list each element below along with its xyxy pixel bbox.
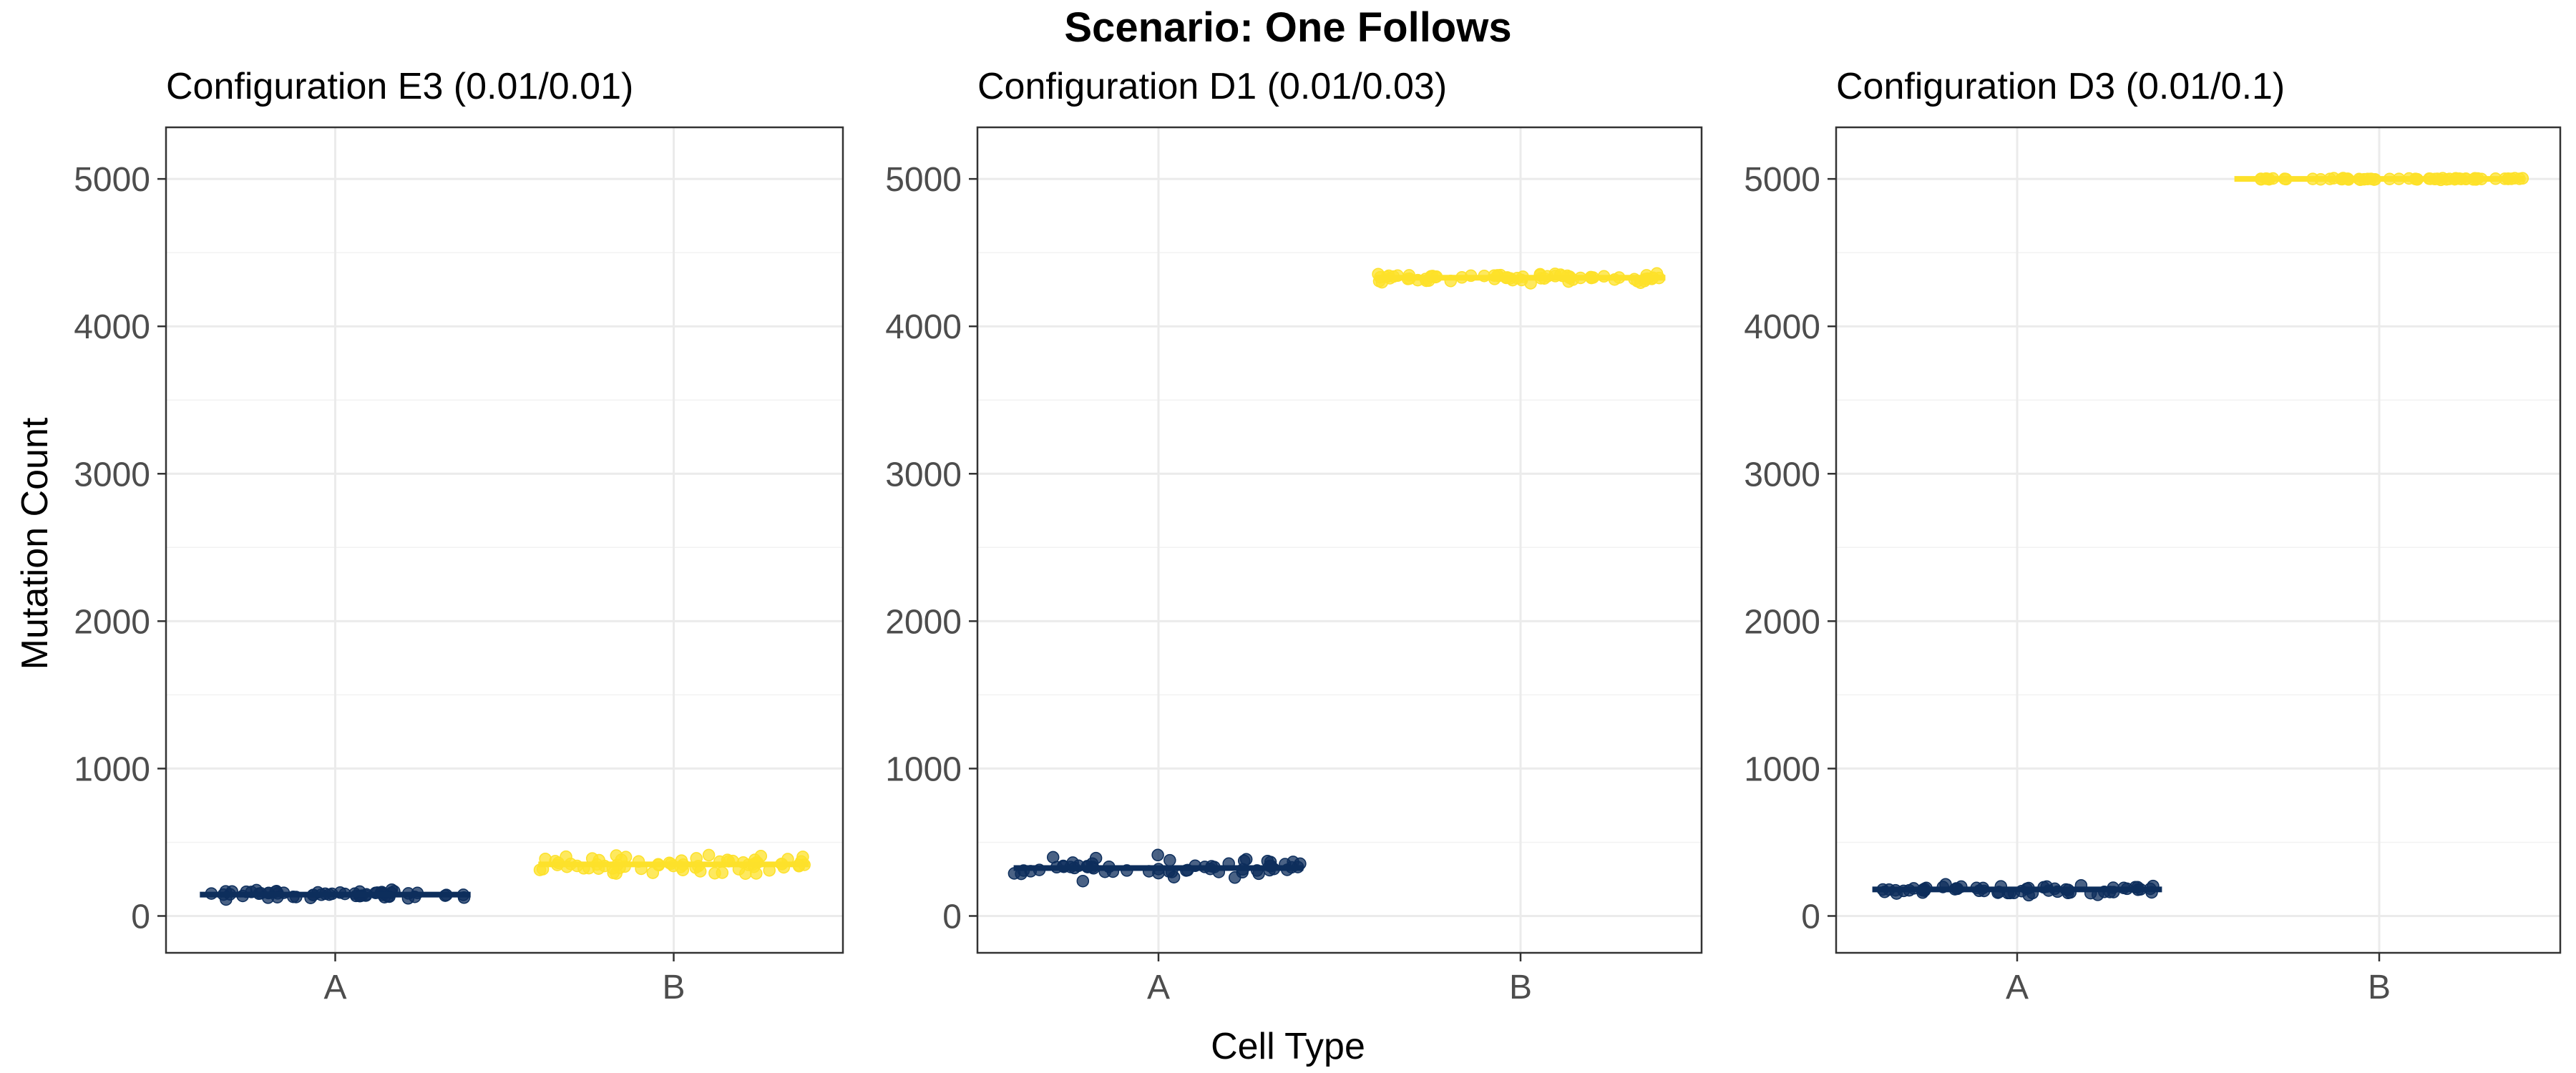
data-point: [1228, 871, 1241, 884]
panel-title: Configuration D3 (0.01/0.1): [1836, 66, 2285, 107]
y-tick-label: 4000: [74, 308, 150, 346]
data-point: [702, 848, 716, 862]
panel-border: [976, 126, 1703, 954]
y-tick-label: 2000: [74, 603, 150, 641]
y-tick-label: 3000: [885, 456, 962, 494]
x-tick-label: A: [2006, 969, 2029, 1006]
y-tick-label: 0: [131, 898, 150, 936]
y-tick-label: 5000: [885, 161, 962, 199]
data-point: [716, 866, 729, 879]
panel-title: Configuration D1 (0.01/0.03): [977, 66, 1447, 107]
x-axis-label: Cell Type: [1211, 1026, 1365, 1067]
data-point: [1076, 874, 1090, 888]
x-tick-label: A: [323, 969, 346, 1006]
series-B: [2234, 172, 2529, 187]
data-point: [1237, 854, 1251, 868]
y-tick-label: 2000: [1744, 603, 1820, 641]
y-tick-label: 2000: [885, 603, 962, 641]
y-tick-label: 3000: [74, 456, 150, 494]
y-tick-label: 4000: [885, 308, 962, 346]
series-A: [200, 883, 471, 906]
y-tick-label: 5000: [1744, 161, 1820, 199]
data-point: [1163, 853, 1176, 867]
figure-title: Scenario: One Follows: [1064, 4, 1511, 51]
y-tick-label: 0: [942, 898, 962, 936]
series-A: [1872, 878, 2162, 902]
series-A: [1008, 848, 1307, 888]
panels: Configuration E3 (0.01/0.01) 0 1000 2000 300…: [74, 66, 2562, 1006]
x-tick-label: B: [2368, 969, 2391, 1006]
panel-2: Configuration D1 (0.01/0.03) 0 1000 2000 300…: [885, 66, 1703, 1006]
x-tick-label: A: [1147, 969, 1170, 1006]
x-tick-label: B: [662, 969, 685, 1006]
y-tick-label: 1000: [74, 750, 150, 788]
panel-3: Configuration D3 (0.01/0.1) 0 1000 2000 3000…: [1744, 66, 2562, 1006]
panel-border: [1835, 126, 2562, 954]
data-point: [750, 867, 763, 880]
y-tick-label: 0: [1801, 898, 1820, 936]
x-tick-label: B: [1509, 969, 1532, 1006]
y-tick-label: 4000: [1744, 308, 1820, 346]
panel-border: [165, 126, 844, 954]
panel-1: Configuration E3 (0.01/0.01) 0 1000 2000 300…: [74, 66, 844, 1006]
series-B: [533, 848, 811, 880]
series-B: [1372, 267, 1666, 290]
y-tick-label: 3000: [1744, 456, 1820, 494]
y-tick-label: 1000: [1744, 750, 1820, 788]
y-tick-label: 5000: [74, 161, 150, 199]
data-point: [1046, 851, 1060, 864]
y-tick-label: 1000: [885, 750, 962, 788]
panel-title: Configuration E3 (0.01/0.01): [166, 66, 633, 107]
data-point: [693, 865, 707, 878]
data-point: [1151, 848, 1164, 862]
y-axis-label: Mutation Count: [14, 417, 56, 670]
